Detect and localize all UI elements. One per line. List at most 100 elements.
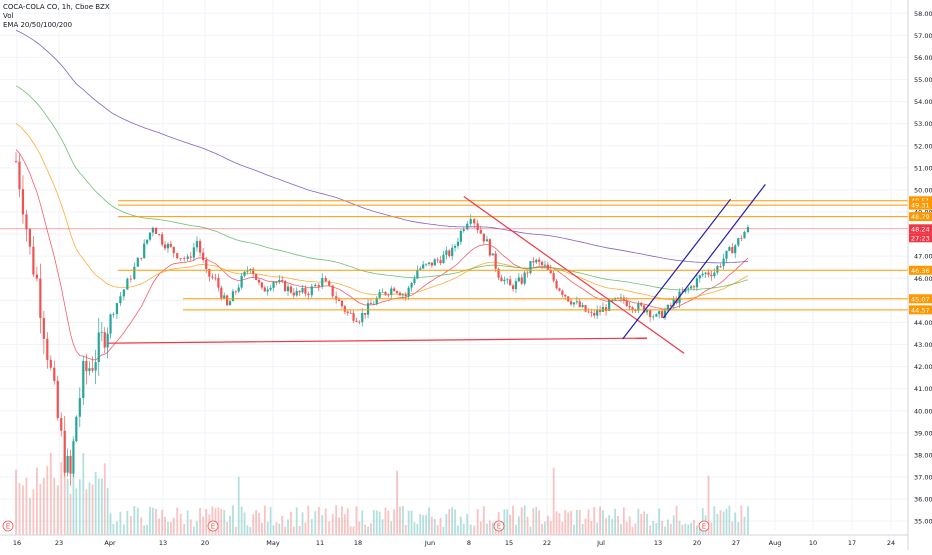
ema-legend[interactable]: EMA 20/50/100/200 [3, 21, 73, 29]
volume-bar [631, 526, 634, 535]
candle-body [82, 360, 85, 399]
y-tick-label: 52.00 [914, 142, 932, 150]
volume-bar [503, 509, 506, 535]
y-tick-label: 47.00 [914, 253, 932, 261]
volume-bar [281, 515, 284, 535]
candle-body [658, 311, 661, 315]
candle-body [535, 259, 538, 263]
volume-bar [229, 515, 231, 535]
volume-bar [60, 462, 63, 535]
candle-body [375, 297, 378, 304]
drawings[interactable] [0, 184, 908, 354]
earnings-marker: E [2, 520, 14, 532]
candle-body [328, 281, 331, 286]
candle-body [538, 259, 541, 262]
candle-body [413, 278, 416, 284]
candle-body [509, 279, 512, 286]
volume-bar [625, 521, 628, 535]
volume-bar [88, 482, 91, 535]
volume-bar [202, 516, 205, 535]
candle-body [456, 241, 460, 246]
candle-body [469, 219, 472, 224]
y-tick-label: 55.00 [914, 76, 932, 84]
volume-bar [15, 469, 17, 535]
volume-bar [442, 526, 445, 535]
candle-body [136, 257, 139, 267]
volume-bar [669, 523, 672, 535]
volume-bar [476, 508, 479, 535]
candles [14, 152, 750, 486]
price-tag-bg [909, 265, 932, 275]
candle-body [148, 232, 152, 240]
volume-bar [78, 479, 81, 535]
volume-bar [370, 523, 372, 535]
candle-body [625, 300, 628, 306]
candle-body [731, 247, 734, 254]
candle-body [445, 250, 448, 255]
volume-bar [18, 483, 21, 535]
candle-body [88, 368, 91, 372]
candle-body [511, 285, 515, 290]
volume-bar [687, 524, 690, 535]
candle-body [301, 288, 304, 293]
volume-bar [716, 514, 719, 535]
volume-bar [199, 507, 201, 535]
volume-bar [42, 477, 45, 535]
candle-body [395, 291, 399, 293]
candle-body [205, 259, 208, 269]
candle-body [532, 261, 535, 263]
candle-body [307, 293, 310, 296]
candle-body [526, 272, 529, 274]
candle-body [286, 286, 290, 292]
candle-body [214, 277, 217, 279]
volume-bar [119, 511, 122, 535]
candle-body [520, 277, 523, 284]
candle-body [220, 287, 223, 299]
candle-body [314, 284, 317, 287]
candle-body [122, 289, 125, 297]
volume-bar [146, 524, 148, 535]
candle-body [401, 294, 404, 296]
candle-body [488, 239, 491, 256]
volume-bar [72, 436, 75, 535]
candle-body [119, 296, 122, 304]
candle-body [564, 294, 567, 297]
volume-bar [640, 513, 643, 535]
volume-legend[interactable]: Vol [3, 12, 14, 20]
candle-body [655, 314, 658, 317]
candle-body [143, 243, 146, 259]
price-tag-bg [909, 200, 932, 210]
volume-bar [338, 517, 340, 535]
volume-bar [515, 524, 517, 535]
candle-body [321, 277, 324, 287]
volume-bar [544, 521, 546, 535]
price-tag-bg [909, 305, 932, 315]
volume-bar [226, 521, 229, 535]
volume-bar [317, 507, 320, 535]
earnings-label: E [6, 523, 10, 531]
candle-body [491, 253, 494, 256]
volume-bar [355, 506, 358, 535]
volume-bar [53, 478, 56, 535]
volume-bar [448, 509, 451, 535]
candle-body [387, 294, 390, 296]
candle-body [372, 303, 375, 305]
x-tick-label: 10 [809, 539, 817, 547]
volume-bar [189, 519, 192, 535]
candle-body [298, 290, 301, 293]
symbol-title[interactable]: COCA-COLA CO, 1h, Cboe BZX [3, 3, 110, 11]
candle-body [154, 227, 158, 234]
volume-bar [587, 509, 590, 535]
candle-body [701, 273, 704, 276]
candle-body [424, 263, 428, 265]
volume-bar [49, 452, 52, 535]
candle-body [540, 261, 544, 265]
volume-bar [358, 521, 361, 535]
candle-body [728, 247, 731, 251]
volume-bar [599, 506, 601, 535]
candle-body [278, 279, 281, 283]
